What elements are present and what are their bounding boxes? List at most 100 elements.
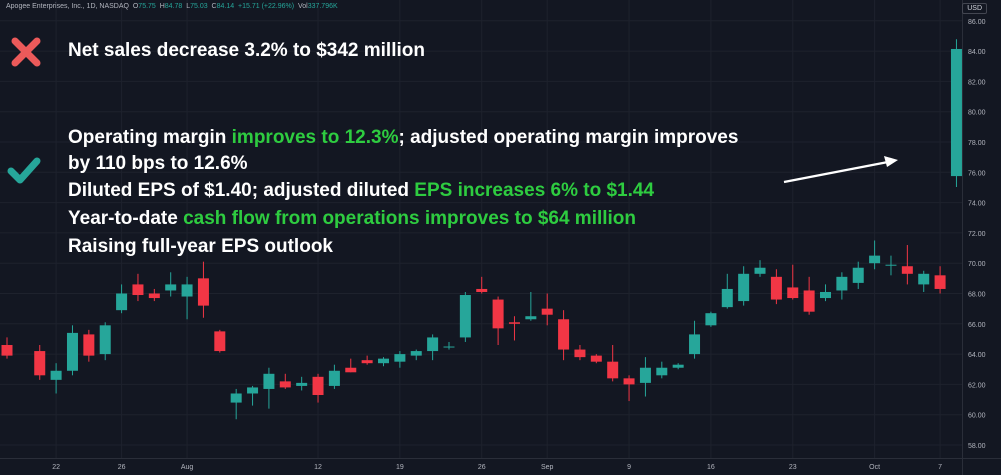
open-value: 75.75 xyxy=(138,3,156,10)
candle-body xyxy=(770,276,782,300)
candle-body xyxy=(312,376,324,396)
candle-body xyxy=(689,334,701,355)
candle-body xyxy=(885,264,897,266)
candle-body xyxy=(508,322,520,324)
candle-body xyxy=(721,288,733,308)
candle-body xyxy=(852,267,864,283)
y-tick-label: 80.00 xyxy=(968,110,986,117)
x-tick-label: Oct xyxy=(869,464,880,471)
candle-body xyxy=(541,308,553,315)
x-tick-label: 7 xyxy=(938,464,942,471)
candle-body xyxy=(558,319,570,350)
candle-body xyxy=(148,293,160,299)
line3-text-a: Diluted EPS of $1.40; adjusted diluted xyxy=(68,180,415,201)
candle-body xyxy=(247,387,259,394)
candle-body xyxy=(525,316,537,320)
line3-text-b: EPS increases 6% to $1.44 xyxy=(414,180,655,201)
candle-body xyxy=(410,351,422,356)
x-tick-label: 26 xyxy=(478,464,486,471)
candle-body xyxy=(116,293,128,311)
candle-body xyxy=(738,273,750,302)
candle-body xyxy=(476,288,488,292)
x-tick-label: 16 xyxy=(707,464,715,471)
y-tick-label: 72.00 xyxy=(968,231,986,238)
candle-body xyxy=(197,278,209,306)
candle-body xyxy=(639,367,651,383)
y-tick-label: 60.00 xyxy=(968,413,986,420)
annotation-line-1: Operating margin improves to 12.3%; adju… xyxy=(68,125,738,151)
candle-body xyxy=(754,267,766,274)
annotation-line-3: Diluted EPS of $1.40; adjusted diluted E… xyxy=(68,178,654,204)
candle-body xyxy=(427,337,439,352)
candle-body xyxy=(279,381,291,388)
candle-body xyxy=(83,334,95,356)
high-label: H xyxy=(159,3,165,10)
x-tick-label: Sep xyxy=(541,464,554,471)
annotation-line-4: Year-to-date cash flow from operations i… xyxy=(68,206,636,232)
candle-body xyxy=(132,284,144,296)
x-tick-label: Aug xyxy=(181,464,194,471)
close-label: C xyxy=(211,3,217,10)
candle-body xyxy=(34,351,46,376)
candle-body xyxy=(672,364,684,368)
candle-body xyxy=(328,370,340,386)
candle-body xyxy=(590,355,602,362)
low-label: L xyxy=(186,3,191,10)
candle-body xyxy=(623,378,635,385)
y-tick-label: 58.00 xyxy=(968,443,986,450)
y-tick-label: 62.00 xyxy=(968,382,986,389)
candle-body xyxy=(574,349,586,358)
x-tick-label: 19 xyxy=(396,464,404,471)
close-value: 84.14 xyxy=(216,3,235,10)
low-value: 75.03 xyxy=(190,3,208,10)
line4-text-b: cash flow from operations improves to $6… xyxy=(183,208,637,229)
candle-body xyxy=(165,284,177,291)
candle-body xyxy=(296,382,308,386)
y-tick-label: 86.00 xyxy=(968,19,986,26)
volume-label: Vol xyxy=(297,3,308,10)
candle-body xyxy=(345,367,357,373)
line4-text-a: Year-to-date xyxy=(68,208,184,229)
line5-text: Raising full-year EPS outlook xyxy=(68,236,333,257)
candle-body xyxy=(869,255,881,264)
candle-body xyxy=(705,313,717,326)
x-tick-label: 26 xyxy=(118,464,126,471)
candle-body xyxy=(934,275,946,289)
candle-body xyxy=(820,291,831,299)
candle-body xyxy=(230,393,242,403)
volume-value: 337.796K xyxy=(307,3,338,10)
x-tick-label: 12 xyxy=(314,464,322,471)
candle-body xyxy=(378,358,390,364)
currency-badge[interactable]: USD xyxy=(962,3,987,14)
candle-body xyxy=(803,290,815,312)
y-tick-label: 78.00 xyxy=(968,140,986,147)
x-tick-label: 23 xyxy=(789,464,797,471)
candle-body xyxy=(787,287,799,299)
line1-text-b: improves to 12.3% xyxy=(231,127,399,148)
high-value: 84.78 xyxy=(164,3,183,10)
candle-body xyxy=(918,273,930,285)
x-tick-label: 22 xyxy=(52,464,60,471)
candle-body xyxy=(50,370,62,380)
candle-body xyxy=(836,276,848,291)
y-tick-label: 68.00 xyxy=(968,292,986,299)
x-tick-label: 9 xyxy=(627,464,631,471)
open-label: O xyxy=(132,3,139,10)
y-tick-label: 74.00 xyxy=(968,201,986,208)
symbol-name: Apogee Enterprises, Inc., 1D, NASDAQ xyxy=(6,3,129,10)
candle-body xyxy=(214,331,226,352)
line1-text-c: ; adjusted operating margin improves xyxy=(398,127,739,148)
candle-body xyxy=(394,354,406,362)
y-tick-label: 70.00 xyxy=(968,261,986,268)
candle-body xyxy=(901,266,913,274)
y-tick-label: 82.00 xyxy=(968,79,986,86)
candle-body xyxy=(1,345,13,356)
symbol-header: Apogee Enterprises, Inc., 1D, NASDAQ O75… xyxy=(6,3,338,10)
negative-text: Net sales decrease 3.2% to $342 million xyxy=(68,40,425,61)
annotation-line-5: Raising full-year EPS outlook xyxy=(68,234,333,260)
candle-body xyxy=(361,360,373,364)
candle-body xyxy=(263,373,275,389)
candle-body xyxy=(607,361,619,379)
